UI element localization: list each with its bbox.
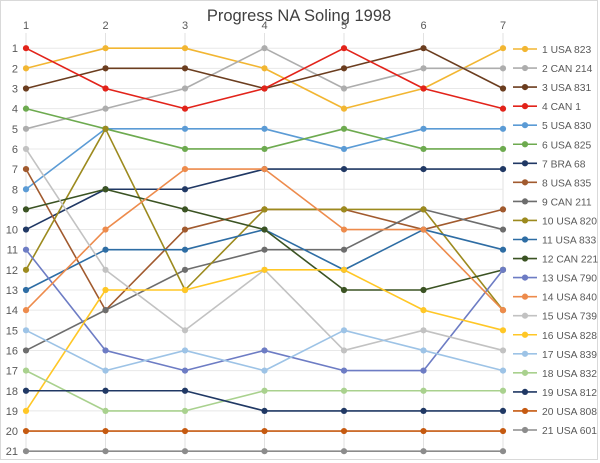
svg-text:8 USA 835: 8 USA 835 (542, 178, 592, 189)
svg-text:17: 17 (6, 366, 18, 378)
svg-text:9: 9 (12, 204, 18, 216)
svg-text:4: 4 (261, 20, 267, 32)
svg-text:5: 5 (341, 20, 347, 32)
svg-text:5 USA 830: 5 USA 830 (542, 121, 592, 132)
svg-text:10 USA 820: 10 USA 820 (542, 216, 597, 227)
svg-text:2: 2 (12, 63, 18, 75)
svg-text:18: 18 (6, 386, 18, 398)
svg-text:5: 5 (12, 124, 18, 136)
svg-text:3 USA 831: 3 USA 831 (542, 83, 592, 94)
svg-text:13 USA 790: 13 USA 790 (542, 274, 597, 285)
svg-text:16 USA 828: 16 USA 828 (542, 331, 597, 342)
svg-text:11 USA 833: 11 USA 833 (542, 236, 596, 247)
svg-text:21: 21 (6, 446, 18, 458)
svg-text:1: 1 (23, 20, 29, 32)
svg-text:9 CAN 211: 9 CAN 211 (542, 197, 592, 208)
svg-text:12 CAN 221: 12 CAN 221 (542, 255, 598, 266)
svg-text:15 USA 739: 15 USA 739 (542, 312, 597, 323)
svg-text:11: 11 (7, 245, 18, 257)
svg-text:6: 6 (420, 20, 426, 32)
svg-text:2: 2 (102, 20, 108, 32)
svg-text:19: 19 (6, 406, 18, 418)
svg-text:19 USA 812: 19 USA 812 (542, 388, 597, 399)
svg-text:2 CAN 214: 2 CAN 214 (542, 64, 593, 75)
svg-text:18 USA 832: 18 USA 832 (542, 369, 597, 380)
svg-text:4: 4 (12, 104, 18, 116)
svg-text:1 USA 823: 1 USA 823 (542, 45, 592, 56)
svg-text:3: 3 (12, 84, 18, 96)
svg-text:7 BRA 68: 7 BRA 68 (542, 159, 586, 170)
svg-text:16: 16 (6, 345, 18, 357)
svg-text:20: 20 (6, 426, 18, 438)
svg-text:10: 10 (6, 225, 18, 237)
svg-text:8: 8 (12, 184, 18, 196)
svg-text:1: 1 (12, 43, 18, 55)
svg-text:20 USA 808: 20 USA 808 (542, 407, 597, 418)
svg-text:17 USA 839: 17 USA 839 (542, 350, 597, 361)
svg-text:13: 13 (6, 285, 18, 297)
svg-text:7: 7 (500, 20, 506, 32)
svg-text:6: 6 (12, 144, 18, 156)
svg-text:3: 3 (182, 20, 188, 32)
svg-text:15: 15 (6, 325, 18, 337)
svg-text:14 USA 840: 14 USA 840 (542, 293, 597, 304)
svg-text:7: 7 (12, 164, 18, 176)
svg-text:6 USA 825: 6 USA 825 (542, 140, 592, 151)
svg-text:21 USA 601: 21 USA 601 (542, 426, 597, 437)
svg-text:4 CAN 1: 4 CAN 1 (542, 102, 581, 113)
svg-text:14: 14 (6, 305, 18, 317)
svg-text:12: 12 (6, 265, 18, 277)
